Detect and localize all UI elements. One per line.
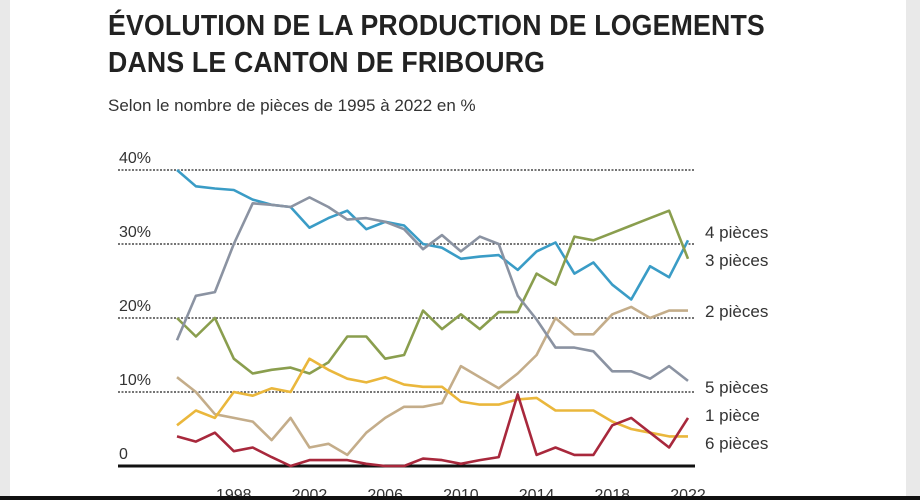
chart-subtitle: Selon le nombre de pièces de 1995 à 2022… — [108, 96, 476, 115]
series-line-1-pièce — [176, 357, 688, 438]
y-tick-label: 10% — [119, 372, 151, 389]
legend-label: 3 pièces — [705, 251, 768, 270]
legend-label: 2 pièces — [705, 302, 768, 321]
legend-label: 1 pièce — [705, 406, 760, 425]
series-line-3-pièces — [176, 209, 690, 375]
series-line-4-pièces — [176, 169, 690, 301]
series-line-2-pièces — [176, 305, 688, 457]
chart-title-line-2: DANS LE CANTON DE FRIBOURG — [108, 47, 546, 79]
legend-label: 4 pièces — [705, 223, 768, 242]
y-tick-label: 20% — [119, 298, 151, 315]
legend-label: 6 pièces — [705, 434, 768, 453]
series-line-6-pièces — [176, 392, 690, 468]
legend-label: 5 pièces — [705, 378, 768, 397]
y-tick-label: 0 — [119, 446, 128, 463]
y-tick-label: 40% — [119, 150, 151, 167]
y-tick-label: 30% — [119, 224, 151, 241]
bottom-border — [0, 496, 920, 500]
series-line-5-pièces — [175, 196, 689, 382]
chart-title: ÉVOLUTION DE LA PRODUCTION DE LOGEMENTS … — [108, 8, 765, 82]
chart-title-line-1: ÉVOLUTION DE LA PRODUCTION DE LOGEMENTS — [108, 10, 765, 42]
